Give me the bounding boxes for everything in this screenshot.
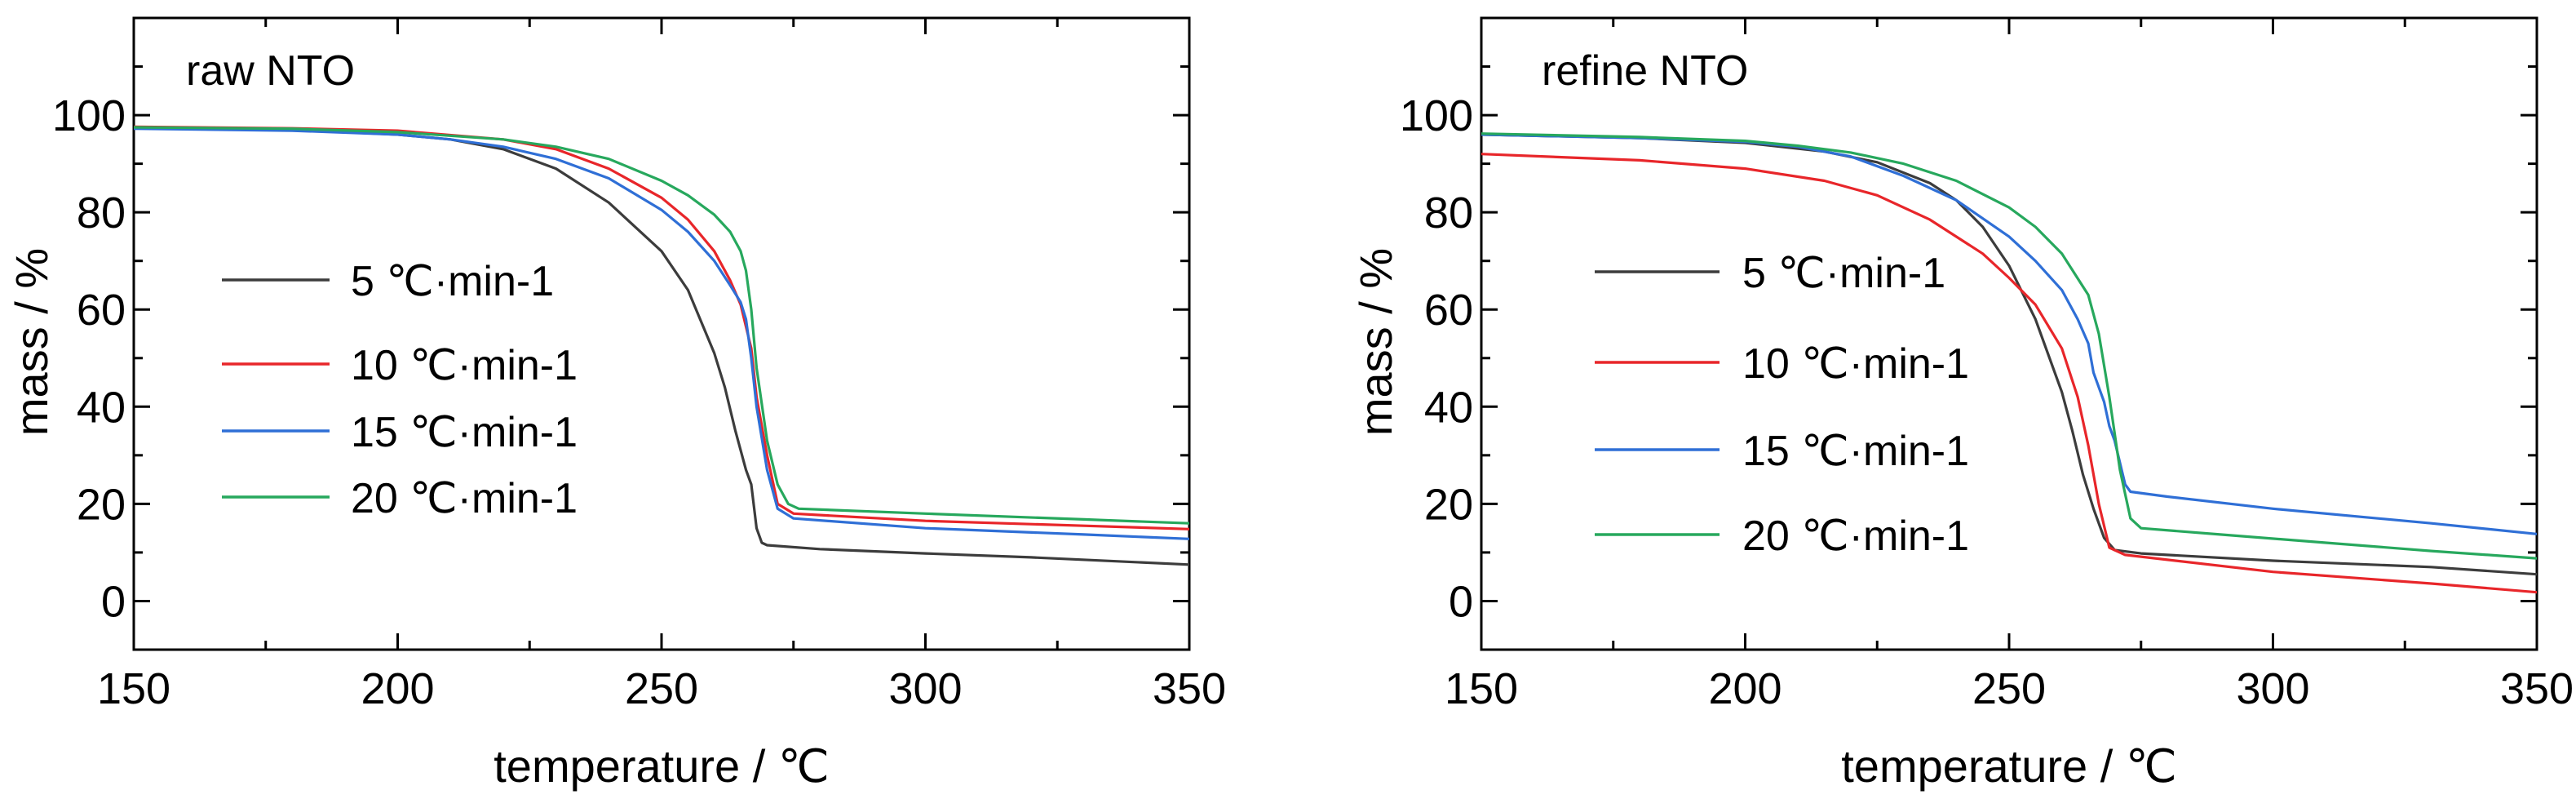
legend-label-3: 15 ℃·min-1 xyxy=(1742,428,1969,475)
x-tick-label: 200 xyxy=(361,664,434,713)
chart-panel-1: 150 200 250 300 350 0 20 40 60 80 100 temperature /… xyxy=(6,16,1226,792)
y-axis-title: mass / % xyxy=(6,248,57,436)
legend-label-3: 15 ℃·min-1 xyxy=(351,409,578,456)
y-tick-label: 60 xyxy=(1424,286,1473,335)
series-line-3 xyxy=(1481,133,2537,535)
legend-label-4: 20 ℃·min-1 xyxy=(1742,513,1969,560)
chart-panel-2: 150 200 250 300 350 0 20 40 60 80 100 temperature /… xyxy=(1350,16,2574,792)
x-tick-label: 350 xyxy=(1153,664,1226,713)
legend-label-4: 20 ℃·min-1 xyxy=(351,475,578,522)
legend-label-2: 10 ℃·min-1 xyxy=(1742,340,1969,388)
series-line-4 xyxy=(134,126,1189,525)
legend-label-1: 5 ℃·min-1 xyxy=(351,258,554,305)
y-tick-label: 0 xyxy=(101,577,126,626)
series-line-3 xyxy=(134,127,1189,540)
x-tick-label: 200 xyxy=(1708,664,1782,713)
y-tick-label: 40 xyxy=(1424,383,1473,432)
x-tick-label: 300 xyxy=(888,664,962,713)
y-tick-label: 0 xyxy=(1449,577,1473,626)
y-tick-label: 40 xyxy=(77,383,126,432)
y-tick-label: 80 xyxy=(1424,189,1473,237)
x-tick-label: 150 xyxy=(97,664,170,713)
x-tick-label: 300 xyxy=(2236,664,2309,713)
x-tick-label: 150 xyxy=(1445,664,1518,713)
series-line-2 xyxy=(1481,153,2537,594)
x-axis-title: temperature / ℃ xyxy=(494,740,830,792)
panel-title: raw NTO xyxy=(186,47,355,95)
y-tick-label: 60 xyxy=(77,286,126,335)
legend-label-2: 10 ℃·min-1 xyxy=(351,342,578,389)
legend-label-1: 5 ℃·min-1 xyxy=(1742,250,1945,297)
x-tick-label: 250 xyxy=(625,664,698,713)
y-axis-title: mass / % xyxy=(1350,248,1401,436)
x-axis-title: temperature / ℃ xyxy=(1841,740,2177,792)
x-tick-label: 250 xyxy=(1972,664,2046,713)
y-tick-label: 100 xyxy=(1400,91,1473,140)
y-tick-label: 80 xyxy=(77,189,126,237)
y-tick-label: 100 xyxy=(52,91,126,140)
y-tick-label: 20 xyxy=(77,480,126,529)
series-line-4 xyxy=(1481,132,2537,560)
panel-title: refine NTO xyxy=(1542,47,1748,95)
x-tick-label: 350 xyxy=(2500,664,2574,713)
y-tick-label: 20 xyxy=(1424,480,1473,529)
